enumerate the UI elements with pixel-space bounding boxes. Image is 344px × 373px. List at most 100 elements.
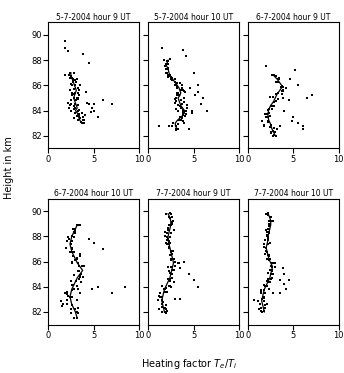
Point bbox=[165, 65, 171, 71]
Point bbox=[174, 85, 180, 91]
Point bbox=[163, 302, 169, 308]
Point bbox=[68, 294, 73, 300]
Point bbox=[91, 107, 96, 113]
Point bbox=[175, 121, 180, 127]
Point bbox=[279, 84, 285, 90]
Point bbox=[269, 72, 275, 78]
Point bbox=[163, 306, 169, 312]
Point bbox=[162, 289, 168, 295]
Point bbox=[172, 95, 178, 101]
Point bbox=[69, 92, 74, 98]
Point bbox=[275, 126, 280, 132]
Point bbox=[168, 249, 173, 255]
Point bbox=[177, 296, 183, 302]
Point bbox=[266, 119, 271, 125]
Point bbox=[74, 97, 79, 103]
Point bbox=[92, 101, 97, 107]
Point bbox=[69, 245, 75, 251]
Point bbox=[269, 103, 275, 109]
Point bbox=[163, 302, 169, 308]
Point bbox=[162, 286, 167, 292]
Point bbox=[168, 234, 173, 240]
Point bbox=[276, 76, 281, 82]
Point bbox=[287, 76, 292, 82]
Point bbox=[70, 282, 75, 288]
Point bbox=[266, 106, 272, 112]
Point bbox=[271, 99, 277, 105]
Point bbox=[86, 101, 92, 107]
Point bbox=[265, 236, 270, 242]
Point bbox=[166, 241, 171, 247]
Point bbox=[269, 106, 275, 112]
Point bbox=[65, 234, 71, 240]
Point bbox=[162, 233, 168, 239]
Point bbox=[189, 110, 194, 116]
Point bbox=[268, 263, 273, 269]
Point bbox=[277, 76, 282, 82]
Point bbox=[273, 73, 278, 79]
Point bbox=[267, 241, 273, 247]
Point bbox=[165, 226, 171, 232]
Point bbox=[74, 95, 79, 101]
Point bbox=[267, 256, 273, 261]
Point bbox=[168, 284, 173, 290]
Point bbox=[71, 229, 76, 235]
Point bbox=[75, 222, 81, 228]
Point bbox=[178, 87, 183, 93]
Point bbox=[71, 103, 77, 109]
Point bbox=[256, 306, 262, 312]
Point bbox=[266, 226, 272, 232]
Point bbox=[261, 244, 267, 250]
Point bbox=[165, 72, 171, 78]
Point bbox=[82, 117, 87, 123]
Point bbox=[277, 123, 282, 129]
Point bbox=[181, 88, 187, 94]
Point bbox=[272, 264, 278, 270]
Point bbox=[164, 70, 169, 76]
Point bbox=[271, 72, 276, 78]
Point bbox=[268, 214, 273, 220]
Point bbox=[77, 290, 83, 296]
Point bbox=[77, 82, 83, 88]
Point bbox=[264, 283, 269, 289]
Point bbox=[265, 278, 270, 284]
Point bbox=[83, 112, 88, 118]
Point bbox=[162, 305, 168, 311]
Point bbox=[176, 92, 181, 98]
Point bbox=[69, 245, 75, 251]
Point bbox=[157, 289, 162, 295]
Point bbox=[261, 294, 267, 300]
Point bbox=[72, 229, 78, 235]
Point bbox=[266, 223, 272, 229]
Point bbox=[85, 100, 90, 106]
Point bbox=[69, 97, 74, 103]
Point bbox=[270, 218, 276, 224]
Point bbox=[186, 271, 192, 277]
Point bbox=[122, 284, 128, 290]
Point bbox=[168, 270, 173, 276]
Point bbox=[67, 70, 73, 76]
Point bbox=[280, 265, 285, 271]
Point bbox=[79, 120, 85, 126]
Point bbox=[72, 272, 77, 278]
Point bbox=[175, 108, 180, 114]
Point bbox=[74, 113, 80, 119]
Point bbox=[78, 279, 84, 285]
Point bbox=[159, 309, 164, 315]
Point bbox=[177, 113, 183, 119]
Point bbox=[77, 290, 83, 296]
Point bbox=[174, 92, 180, 98]
Point bbox=[261, 308, 266, 314]
Point bbox=[169, 248, 174, 254]
Point bbox=[280, 88, 286, 94]
Point bbox=[163, 62, 169, 68]
Point bbox=[71, 95, 76, 101]
Point bbox=[175, 260, 180, 266]
Point bbox=[167, 278, 173, 284]
Point bbox=[259, 309, 265, 315]
Point bbox=[174, 85, 180, 91]
Point bbox=[69, 287, 75, 293]
Point bbox=[72, 82, 78, 88]
Point bbox=[169, 257, 174, 263]
Point bbox=[269, 269, 275, 275]
